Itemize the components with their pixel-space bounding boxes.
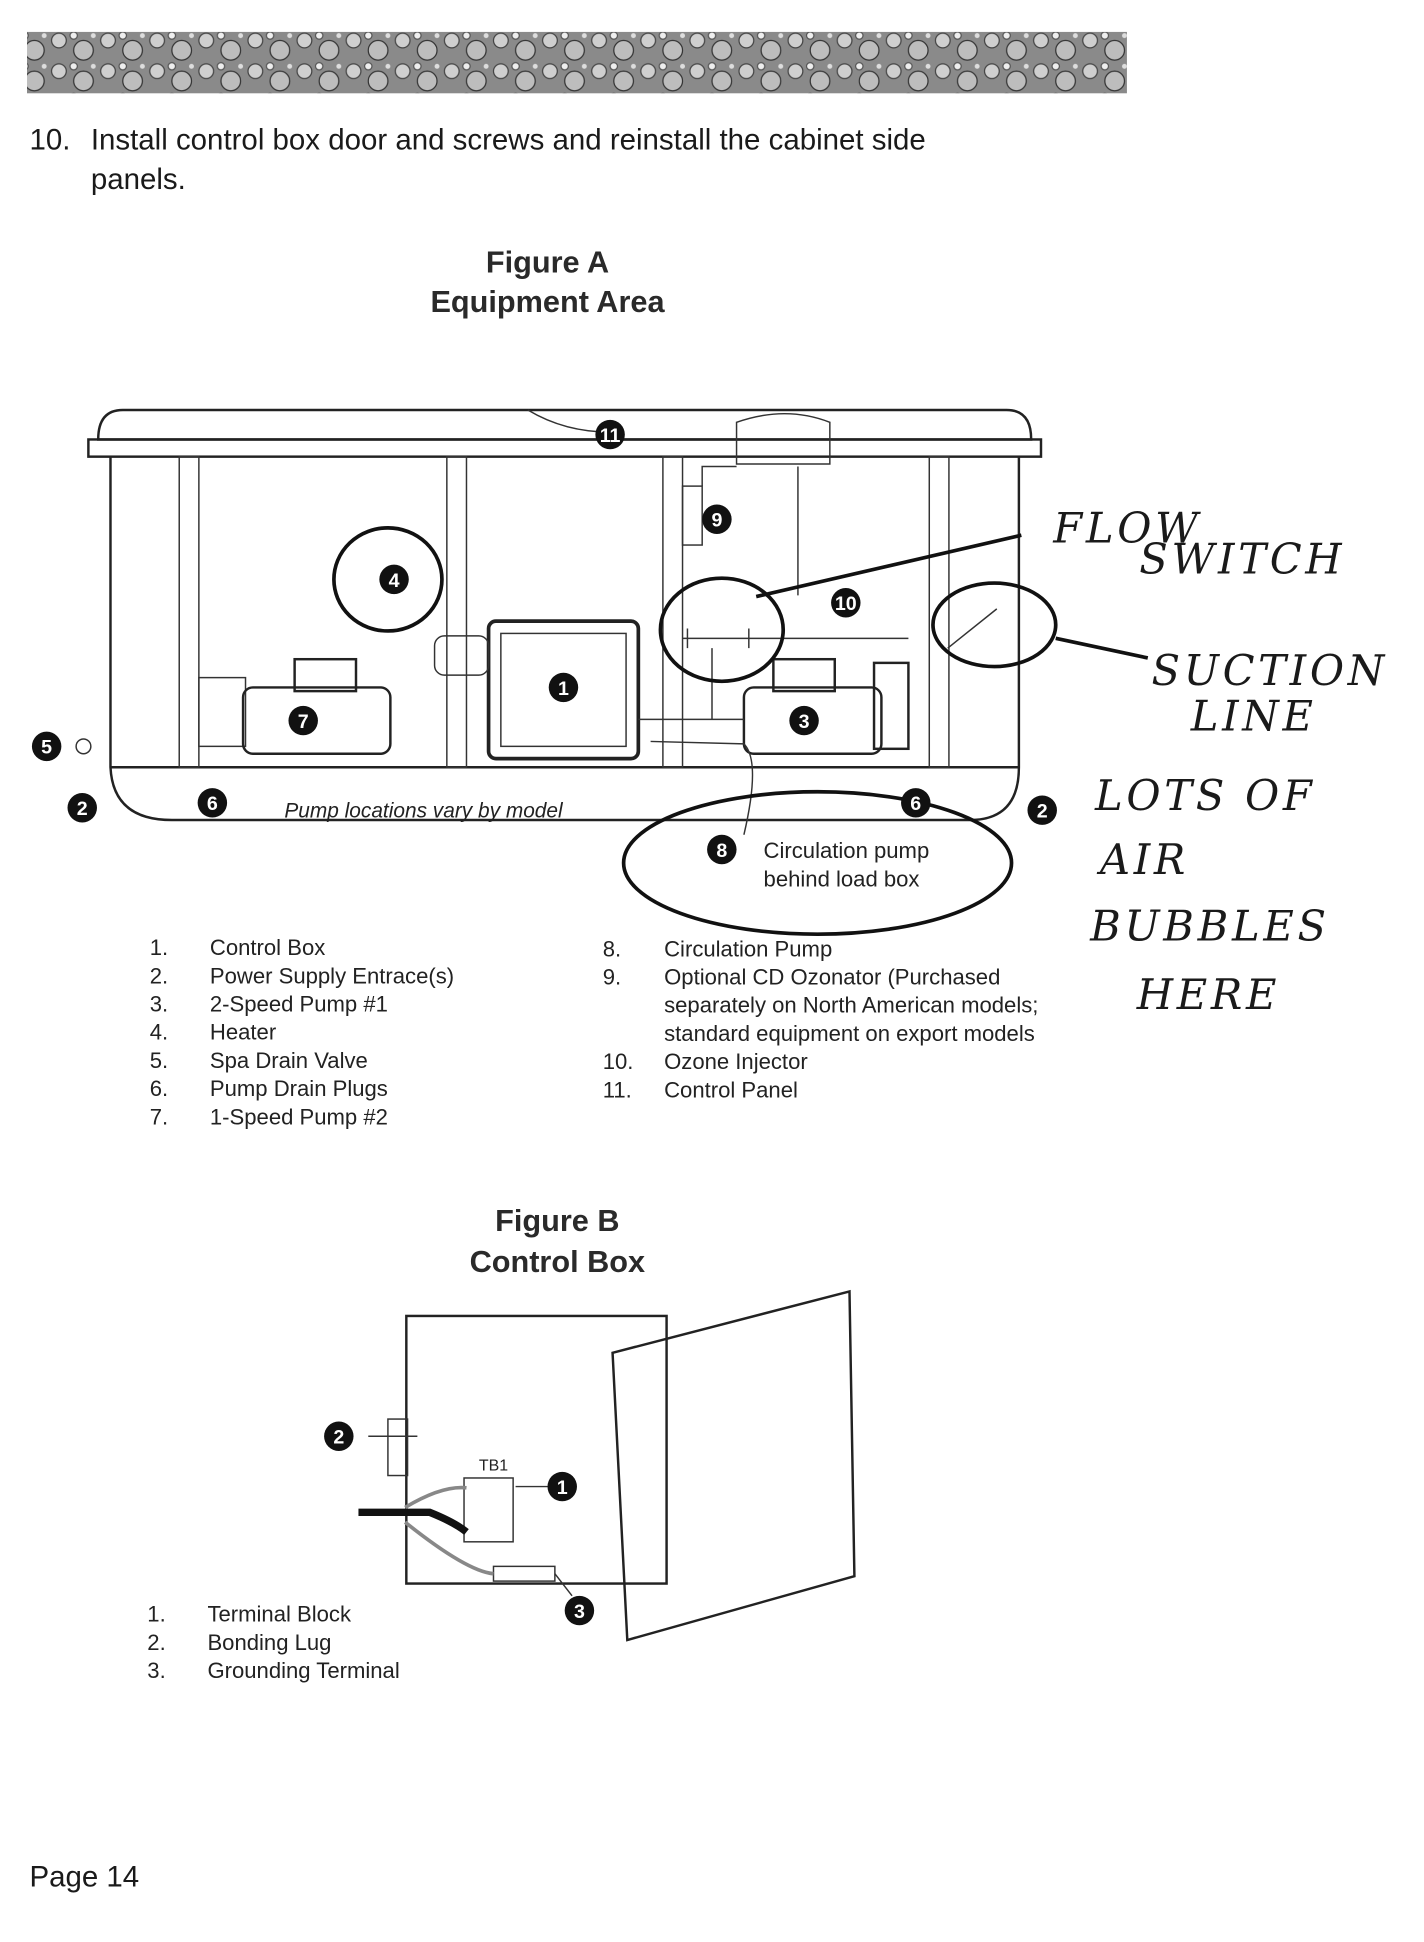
handwritten-note: HERE bbox=[1136, 970, 1280, 1019]
callout-number: 1 bbox=[558, 678, 569, 700]
legend-number: 2. bbox=[147, 1630, 165, 1655]
legend-text: 1-Speed Pump #2 bbox=[210, 1104, 388, 1129]
legend-number: 4. bbox=[150, 1020, 168, 1045]
callout-number: 9 bbox=[711, 510, 722, 532]
legend-number: 8. bbox=[603, 936, 621, 961]
legend-text: Ozone Injector bbox=[664, 1049, 808, 1074]
callout-badge bbox=[324, 1421, 354, 1451]
callout-number: 8 bbox=[716, 840, 727, 862]
legend-text: Control Box bbox=[210, 935, 325, 960]
callout-number: 3 bbox=[574, 1601, 585, 1623]
legend-text: separately on North American models; bbox=[664, 993, 1038, 1018]
callouts: 11 9 4 10 1 7 3 5 2 6 6 2 8 2 1 3 bbox=[31, 419, 1057, 1626]
figure-caption: Pump locations vary by model bbox=[284, 800, 564, 823]
legend-text: Terminal Block bbox=[207, 1602, 352, 1627]
callout-badge bbox=[789, 705, 819, 736]
legend-number: 7. bbox=[150, 1104, 168, 1129]
figure-subtitle: Equipment Area bbox=[430, 284, 665, 319]
figure-title: Figure B bbox=[495, 1203, 619, 1238]
legend-number: 9. bbox=[603, 965, 621, 990]
figure-subtitle: Control Box bbox=[470, 1244, 646, 1279]
header-banner bbox=[27, 31, 1127, 94]
note: Circulation pump bbox=[764, 838, 930, 863]
page-number: Page 14 bbox=[29, 1861, 139, 1894]
legend-text: Spa Drain Valve bbox=[210, 1048, 368, 1073]
handwritten-note: LOTS OF bbox=[1094, 771, 1316, 820]
callout-number: 1 bbox=[557, 1477, 568, 1499]
callout-number: 2 bbox=[333, 1427, 344, 1449]
callout-number: 7 bbox=[298, 711, 309, 733]
legend-number: 5. bbox=[150, 1048, 168, 1073]
callout-badge bbox=[702, 504, 732, 534]
callout-badge bbox=[831, 588, 861, 618]
note: behind load box bbox=[764, 866, 920, 891]
legend-text: standard equipment on export models bbox=[664, 1021, 1035, 1046]
legend-number: 11. bbox=[603, 1077, 632, 1102]
step-text: Install control box door and screws and … bbox=[91, 124, 926, 157]
callout-badge bbox=[564, 1595, 595, 1626]
legend-number: 3. bbox=[150, 992, 168, 1017]
legend-text: Heater bbox=[210, 1020, 276, 1045]
legend-number: 3. bbox=[147, 1658, 165, 1683]
callout-badge bbox=[197, 788, 228, 818]
handwritten-note: AIR bbox=[1096, 835, 1189, 884]
callout-badge bbox=[595, 419, 625, 450]
handwritten-note: LINE bbox=[1190, 691, 1317, 740]
callout-badge bbox=[67, 793, 97, 823]
legend-text: Power Supply Entrace(s) bbox=[210, 963, 454, 988]
callout-badge bbox=[707, 834, 737, 865]
callout-number: 3 bbox=[799, 711, 810, 733]
legend-figure-a: 1. Control Box 2. Power Supply Entrace(s) 3.… bbox=[150, 935, 1039, 1129]
legend-number: 6. bbox=[150, 1076, 168, 1101]
legend-text: Pump Drain Plugs bbox=[210, 1076, 388, 1101]
figure-title: Figure A bbox=[486, 245, 609, 280]
handwritten-note: SUCTION bbox=[1151, 646, 1387, 695]
step-number: 10. bbox=[29, 124, 70, 157]
callout-number: 2 bbox=[77, 798, 88, 820]
legend-figure-b: 1. Terminal Block 2. Bonding Lug 3. Grounding… bbox=[147, 1602, 399, 1683]
callout-badge bbox=[31, 731, 62, 762]
legend-text: Bonding Lug bbox=[207, 1630, 331, 1655]
legend-number: 1. bbox=[150, 935, 168, 960]
callout-badge bbox=[288, 705, 318, 736]
step-text: panels. bbox=[91, 163, 186, 196]
callout-badge bbox=[547, 1471, 577, 1502]
handwritten-note: SWITCH bbox=[1139, 534, 1345, 583]
legend-text: 2-Speed Pump #1 bbox=[210, 992, 388, 1017]
callout-number: 2 bbox=[1037, 801, 1048, 823]
callout-number: 5 bbox=[41, 737, 52, 759]
ink-annotations bbox=[332, 526, 1149, 937]
callout-number: 10 bbox=[835, 593, 857, 615]
control-box-drawing bbox=[358, 1289, 856, 1642]
callout-number: 4 bbox=[389, 570, 400, 592]
legend-text: Optional CD Ozonator (Purchased bbox=[664, 965, 1000, 990]
legend-text: Control Panel bbox=[664, 1077, 798, 1102]
handwritten-note: FLOW bbox=[1052, 504, 1201, 553]
legend-number: 10. bbox=[603, 1049, 634, 1074]
callout-number: 11 bbox=[600, 425, 621, 447]
legend-text: Grounding Terminal bbox=[207, 1658, 399, 1683]
callout-badge bbox=[1027, 795, 1057, 825]
legend-number: 1. bbox=[147, 1602, 165, 1627]
handwritten-note: BUBBLES bbox=[1089, 901, 1330, 950]
callout-badge bbox=[901, 788, 931, 818]
terminal-label: TB1 bbox=[479, 1458, 508, 1475]
callout-badge bbox=[379, 564, 409, 595]
legend-text: Circulation Pump bbox=[664, 936, 832, 961]
callout-badge bbox=[548, 672, 579, 703]
equipment-drawing bbox=[75, 408, 1043, 835]
legend-number: 2. bbox=[150, 963, 168, 988]
callout-number: 6 bbox=[910, 793, 921, 815]
callout-number: 6 bbox=[207, 793, 218, 815]
